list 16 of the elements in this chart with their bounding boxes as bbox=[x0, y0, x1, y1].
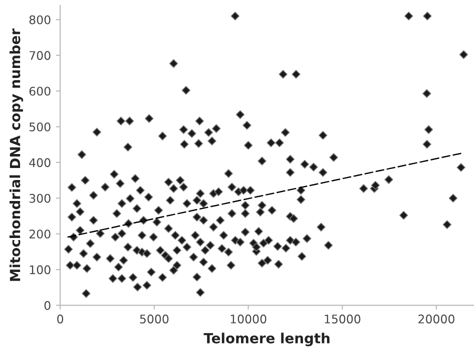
x-tick-label: 15000 bbox=[324, 314, 360, 324]
y-tick-label: 600 bbox=[29, 86, 50, 96]
x-tick-label: 20000 bbox=[418, 314, 454, 324]
x-tick-label: 0 bbox=[57, 314, 64, 324]
y-tick-label: 300 bbox=[30, 194, 50, 203]
x-tick-label: 5000 bbox=[140, 314, 168, 324]
y-tick-label: 800 bbox=[29, 15, 50, 24]
y-tick-label: 0 bbox=[44, 301, 50, 310]
y-tick-label: 400 bbox=[29, 158, 50, 168]
y-tick-label: 500 bbox=[30, 122, 50, 132]
x-tick-label: 10000 bbox=[230, 314, 266, 324]
y-axis-title: Mitochondrial DNA copy number bbox=[10, 28, 24, 281]
x-axis-title: Telomere length bbox=[204, 332, 330, 346]
y-tick-label: 700 bbox=[30, 51, 50, 60]
y-tick-label: 100 bbox=[30, 265, 50, 274]
y-tick-label: 200 bbox=[30, 230, 50, 239]
